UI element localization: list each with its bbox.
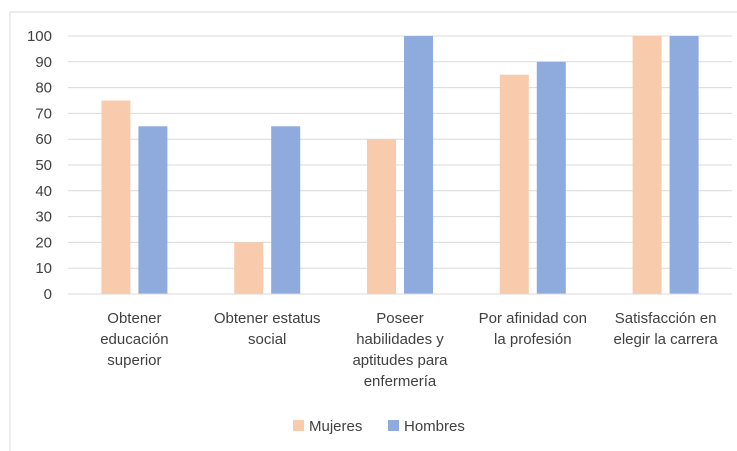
category-label-line: la profesión <box>494 331 572 348</box>
y-tick-label: 10 <box>35 260 52 277</box>
category-label-line: educación <box>100 331 168 348</box>
category-label-line: superior <box>107 352 161 369</box>
y-tick-label: 30 <box>35 209 52 226</box>
category-label: Obtener estatus social <box>214 310 321 348</box>
bar-hombres-1 <box>271 126 301 294</box>
y-tick-label: 80 <box>35 80 52 97</box>
bar-mujeres-2 <box>367 139 396 294</box>
category-label: Poseer habilidades y aptitudes para enferme… <box>352 310 448 390</box>
bar-hombres-2 <box>404 36 433 294</box>
legend-label-hombres: Hombres <box>404 418 465 435</box>
category-label-line: elegir la carrera <box>613 331 718 348</box>
category-label-line: social <box>248 331 286 348</box>
y-tick-label: 60 <box>35 131 52 148</box>
y-tick-label: 100 <box>27 28 52 45</box>
category-label-line: Por afinidad con <box>479 310 587 327</box>
y-tick-label: 0 <box>44 286 52 303</box>
category-labels: Obtener educación superior Obtener estatus s… <box>100 310 718 390</box>
legend-swatch-mujeres <box>293 420 304 431</box>
y-tick-label: 90 <box>35 54 52 71</box>
category-label-line: habilidades y <box>356 331 444 348</box>
category-label-line: aptitudes para <box>352 352 448 369</box>
bar-mujeres-0 <box>101 100 131 294</box>
y-tick-label: 40 <box>35 183 52 200</box>
y-tick-label: 50 <box>35 157 52 174</box>
category-label: Satisfacción en elegir la carrera <box>613 310 718 348</box>
category-label-line: Obtener estatus <box>214 310 321 327</box>
bar-hombres-0 <box>138 126 168 294</box>
legend-swatch-hombres <box>388 420 399 431</box>
bar-hombres-4 <box>669 36 699 294</box>
bar-mujeres-1 <box>234 242 264 294</box>
category-label: Obtener educación superior <box>100 310 168 369</box>
category-label-line: Obtener <box>107 310 161 327</box>
legend: Mujeres Hombres <box>293 418 465 435</box>
y-axis-ticks: 0 10 20 30 40 50 60 70 80 90 100 <box>27 28 52 303</box>
bars <box>101 36 699 294</box>
y-tick-label: 20 <box>35 234 52 251</box>
gridlines <box>68 35 732 269</box>
category-label-line: enfermería <box>364 373 437 390</box>
bar-mujeres-4 <box>632 36 662 294</box>
category-label: Por afinidad con la profesión <box>479 310 587 348</box>
category-label-line: Poseer <box>376 310 424 327</box>
bar-mujeres-3 <box>499 74 529 294</box>
bar-hombres-3 <box>536 61 566 294</box>
category-label-line: Satisfacción en <box>615 310 717 327</box>
y-tick-label: 70 <box>35 105 52 122</box>
legend-label-mujeres: Mujeres <box>309 418 362 435</box>
chart-frame <box>9 11 737 451</box>
